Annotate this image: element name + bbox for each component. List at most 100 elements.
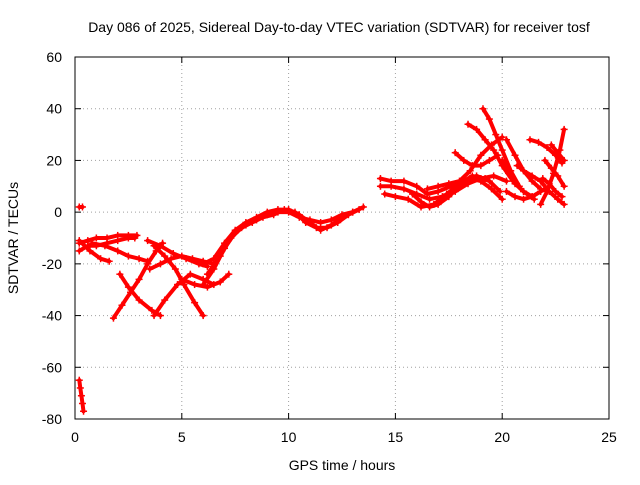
data-point: [451, 149, 459, 157]
data-point: [199, 260, 207, 268]
axes: 0 5 10 15 20 25 -80 -60 -40 -20 0 20 40 60: [42, 49, 617, 445]
data-point: [541, 156, 549, 164]
data-point: [317, 218, 325, 226]
data-point: [376, 175, 384, 183]
x-tick-label: 15: [388, 429, 404, 445]
data-point: [466, 175, 474, 183]
data-point: [547, 164, 555, 172]
x-tick-label: 0: [71, 429, 79, 445]
data-point: [156, 242, 164, 250]
data-point: [381, 190, 389, 198]
data-point: [490, 146, 498, 154]
data-point: [92, 234, 100, 242]
data-point: [191, 281, 199, 289]
data-point: [77, 392, 85, 400]
data-point: [513, 162, 521, 170]
data-point: [216, 278, 224, 286]
y-tick-label: -20: [42, 256, 62, 272]
data-point: [359, 203, 367, 211]
series-line-arc-c: [77, 238, 112, 264]
data-point: [552, 187, 560, 195]
data-point: [477, 151, 485, 159]
data-point: [485, 156, 493, 164]
data-point: [203, 270, 211, 278]
data-point: [174, 281, 182, 289]
data-point: [526, 136, 534, 144]
data-point: [221, 239, 229, 247]
data-point: [203, 283, 211, 291]
series-line-arc-j: [152, 243, 206, 318]
data-point: [114, 237, 122, 245]
plot-frame: [74, 56, 610, 420]
data-point: [148, 306, 156, 314]
data-point: [376, 182, 384, 190]
data-point: [473, 125, 481, 133]
y-tick-label: -60: [42, 359, 62, 375]
data-point: [387, 177, 395, 185]
data-point: [274, 206, 282, 214]
data-point: [426, 203, 434, 211]
data-point: [263, 208, 271, 216]
data-point: [511, 193, 519, 201]
data-point: [355, 206, 363, 214]
data-point: [116, 270, 124, 278]
data-point: [498, 146, 506, 154]
data-point: [477, 177, 485, 185]
data-point: [144, 260, 152, 268]
data-point: [485, 115, 493, 123]
data-point: [225, 270, 233, 278]
data-point: [511, 180, 519, 188]
data-point: [490, 172, 498, 180]
y-tick-label: 20: [46, 152, 62, 168]
data-point: [554, 195, 562, 203]
data-point: [455, 177, 463, 185]
data-point: [186, 270, 194, 278]
data-point: [210, 255, 218, 263]
data-point: [520, 167, 528, 175]
data-point: [408, 190, 416, 198]
data-point: [161, 252, 169, 260]
data-point: [560, 200, 568, 208]
data-point: [479, 105, 487, 113]
data-point: [505, 169, 513, 177]
data-point: [124, 252, 132, 260]
data-point: [317, 226, 325, 234]
data-point: [560, 156, 568, 164]
data-point: [520, 187, 528, 195]
data-point: [135, 296, 143, 304]
data-point: [178, 275, 186, 283]
data-point: [124, 283, 132, 291]
data-point: [75, 376, 83, 384]
data-point: [156, 312, 164, 320]
data-point: [101, 242, 109, 250]
data-point: [161, 296, 169, 304]
data-point: [496, 187, 504, 195]
data-point: [188, 255, 196, 263]
data-point: [191, 299, 199, 307]
x-axis-label: GPS time / hours: [289, 457, 396, 473]
data-point: [171, 265, 179, 273]
data-point: [169, 250, 177, 258]
x-tick-label: 10: [281, 429, 297, 445]
data-point: [537, 185, 545, 193]
y-tick-label: -40: [42, 308, 62, 324]
series-line-arc-z: [540, 176, 564, 199]
data-point: [78, 203, 86, 211]
data-point: [498, 195, 506, 203]
data-point: [327, 221, 335, 229]
y-tick-label: 0: [54, 204, 62, 220]
data-point: [460, 156, 468, 164]
data-point: [150, 312, 158, 320]
data-point: [105, 257, 113, 265]
data-point: [146, 265, 154, 273]
series-layer: [75, 105, 568, 415]
series-line-main-ridge-3: [201, 207, 355, 266]
data-point: [400, 185, 408, 193]
data-point: [545, 180, 553, 188]
data-point: [78, 399, 86, 407]
data-point: [445, 193, 453, 201]
data-point: [528, 172, 536, 180]
data-point: [199, 312, 207, 320]
